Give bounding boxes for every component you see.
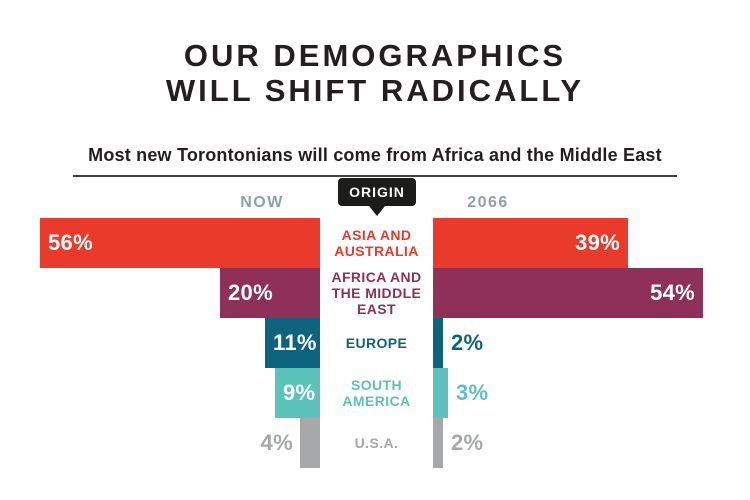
origin-tag-label: ORIGIN — [349, 184, 405, 200]
percent-label: 3% — [456, 380, 489, 405]
category-label: SOUTH AMERICA — [342, 377, 411, 409]
chart-cell-right: 39% — [433, 218, 750, 268]
chart-cell-right: 54% — [433, 268, 750, 318]
percent-label: 56% — [48, 230, 93, 255]
percent-label: 39% — [575, 230, 620, 255]
bar-now: 20% — [220, 268, 320, 318]
chart-subtitle: Most new Torontonians will come from Afr… — [88, 145, 662, 165]
chart-cell-right: 2% — [433, 318, 750, 368]
chart-row: 56% ASIA AND AUSTRALIA 39% — [0, 218, 750, 268]
chart-cell-center: U.S.A. — [320, 418, 433, 468]
bar-now: 56% — [40, 218, 320, 268]
column-label-now: NOW — [240, 194, 284, 211]
percent-label: 11% — [273, 330, 317, 355]
chart-row: 20% AFRICA AND THE MIDDLE EAST 54% — [0, 268, 750, 318]
percent-label: 4% — [260, 430, 293, 455]
chart-cell-left: 11% — [0, 318, 320, 368]
chart-cell-center: EUROPE — [320, 318, 433, 368]
bar-2066 — [433, 418, 443, 468]
percent-label: 54% — [650, 280, 695, 305]
chart-cell-left: 56% — [0, 218, 320, 268]
chart-cell-center: AFRICA AND THE MIDDLE EAST — [320, 268, 433, 318]
bar-2066: 39% — [433, 218, 628, 268]
page-title: OUR DEMOGRAPHICS WILL SHIFT RADICALLY — [0, 38, 750, 108]
bar-now: 11% — [265, 318, 320, 368]
bar-2066 — [433, 368, 448, 418]
chart-cell-left: 9% — [0, 368, 320, 418]
percent-label: 20% — [228, 280, 273, 305]
percent-label: 2% — [451, 430, 484, 455]
chart-cell-center: SOUTH AMERICA — [320, 368, 433, 418]
chart-cell-left: 20% — [0, 268, 320, 318]
chart-cell-center: ASIA AND AUSTRALIA — [320, 218, 433, 268]
percent-label: 9% — [283, 380, 316, 405]
divider-rule — [73, 175, 677, 177]
percent-label: 2% — [451, 330, 484, 355]
category-label: U.S.A. — [354, 435, 399, 451]
category-label: EUROPE — [345, 335, 408, 351]
chart-row: 9% SOUTH AMERICA 3% — [0, 368, 750, 418]
origin-tag: ORIGIN — [338, 178, 416, 206]
category-label: ASIA AND AUSTRALIA — [334, 227, 419, 259]
page-title-line-1: OUR DEMOGRAPHICS — [183, 38, 567, 73]
chart-cell-right: 3% — [433, 368, 750, 418]
chart-row: 11% EUROPE 2% — [0, 318, 750, 368]
chart-cell-right: 2% — [433, 418, 750, 468]
origin-tag-pointer — [369, 206, 385, 216]
page-title-line-2: WILL SHIFT RADICALLY — [165, 73, 585, 108]
bar-2066 — [433, 318, 443, 368]
demographics-chart: 56% ASIA AND AUSTRALIA 39% 20% AFRICA AND TH… — [0, 218, 750, 468]
bar-now — [300, 418, 320, 468]
bar-now: 9% — [275, 368, 320, 418]
column-label-2066: 2066 — [467, 194, 509, 211]
chart-cell-left: 4% — [0, 418, 320, 468]
chart-row: 4% U.S.A. 2% — [0, 418, 750, 468]
category-label: AFRICA AND THE MIDDLE EAST — [331, 269, 422, 317]
bar-2066: 54% — [433, 268, 703, 318]
